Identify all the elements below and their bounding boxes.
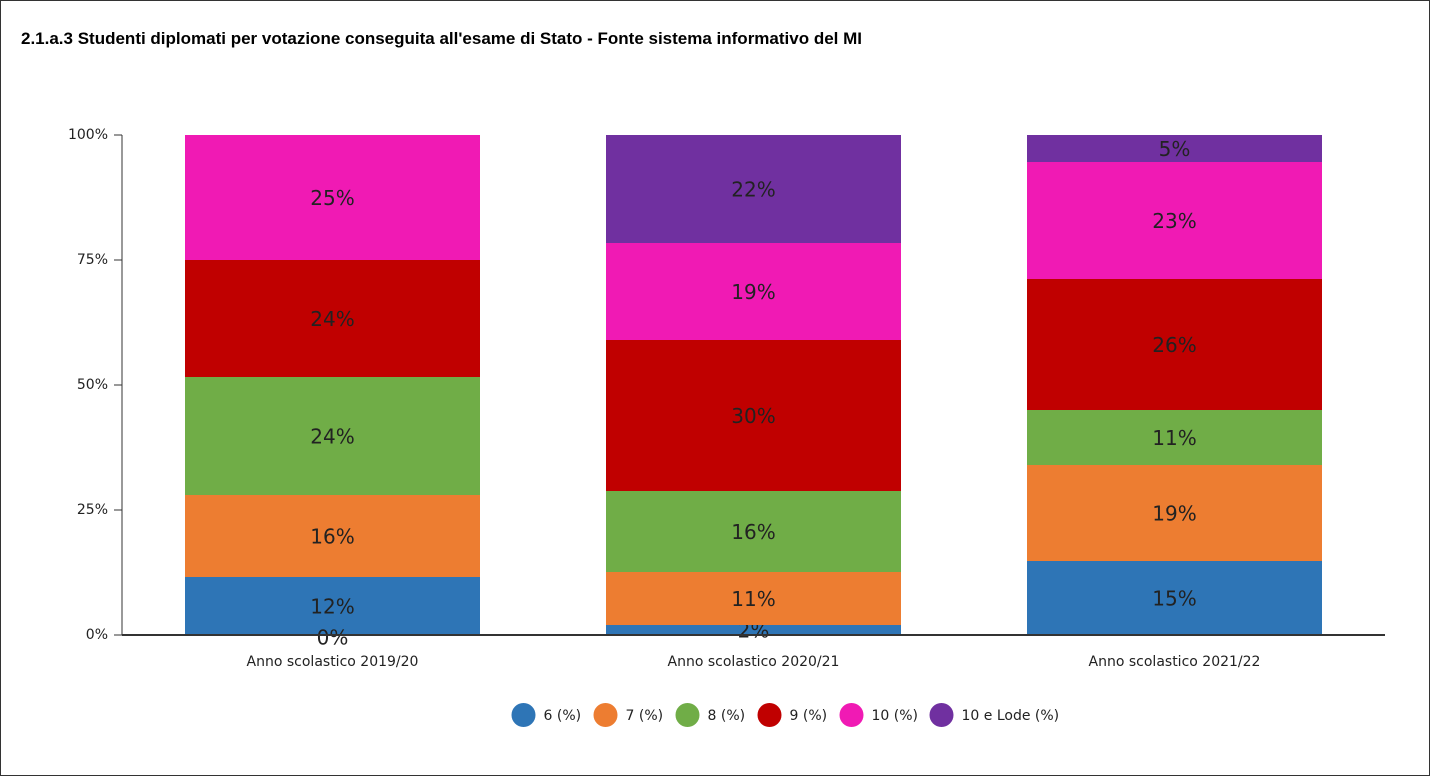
x-tick-label: Anno scolastico 2019/20 xyxy=(247,654,419,670)
bar-segment xyxy=(185,577,480,635)
bar-segment xyxy=(185,495,480,577)
bar-segment xyxy=(1027,410,1322,465)
bar-segment xyxy=(606,625,901,635)
legend-label: 10 (%) xyxy=(872,708,919,724)
y-tick-label: 25% xyxy=(77,502,108,518)
data-label: 25% xyxy=(310,186,354,210)
data-label: 26% xyxy=(1152,333,1196,357)
y-tick-label: 75% xyxy=(77,252,108,268)
bar-segment xyxy=(606,135,901,243)
legend-label: 9 (%) xyxy=(790,708,828,724)
legend-swatch xyxy=(675,703,700,727)
data-label: 12% xyxy=(310,595,354,619)
legend-label: 10 e Lode (%) xyxy=(962,708,1060,724)
x-tick-label: Anno scolastico 2020/21 xyxy=(668,654,840,670)
x-tick-label: Anno scolastico 2021/22 xyxy=(1089,654,1261,670)
legend-swatch xyxy=(929,703,954,727)
data-label: 24% xyxy=(310,307,354,331)
bar-segment xyxy=(1027,561,1322,635)
legend-label: 8 (%) xyxy=(708,708,746,724)
bar-segment xyxy=(606,243,901,340)
bar-segment xyxy=(185,260,480,377)
legend-label: 6 (%) xyxy=(544,708,582,724)
data-label: 30% xyxy=(731,404,775,428)
data-label: 0% xyxy=(317,626,349,650)
data-label: 23% xyxy=(1152,209,1196,233)
legend-swatch xyxy=(839,703,864,727)
bar-segment xyxy=(606,340,901,491)
bar-segment xyxy=(185,377,480,495)
data-label: 16% xyxy=(731,520,775,544)
bar-segment xyxy=(1027,465,1322,561)
data-label: 16% xyxy=(310,525,354,549)
bar-segment xyxy=(606,491,901,572)
y-tick-label: 0% xyxy=(86,627,108,643)
legend-swatch xyxy=(593,703,618,727)
data-label: 19% xyxy=(731,280,775,304)
legend-swatch xyxy=(511,703,536,727)
bar-segment xyxy=(185,135,480,260)
bar-segment xyxy=(1027,135,1322,162)
bar-segment xyxy=(606,572,901,625)
y-tick-label: 100% xyxy=(68,127,108,143)
legend-swatch xyxy=(757,703,782,727)
data-label: 15% xyxy=(1152,587,1196,611)
data-label: 19% xyxy=(1152,502,1196,526)
bar-segment xyxy=(1027,279,1322,410)
bar-segment xyxy=(1027,162,1322,279)
data-label: 24% xyxy=(310,425,354,449)
y-tick-label: 50% xyxy=(77,377,108,393)
data-label: 22% xyxy=(731,178,775,202)
data-label: 5% xyxy=(1159,137,1191,161)
data-label: 11% xyxy=(1152,426,1196,450)
chart-title: 2.1.a.3 Studenti diplomati per votazione… xyxy=(21,29,862,48)
legend-label: 7 (%) xyxy=(626,708,664,724)
data-label: 11% xyxy=(731,587,775,611)
